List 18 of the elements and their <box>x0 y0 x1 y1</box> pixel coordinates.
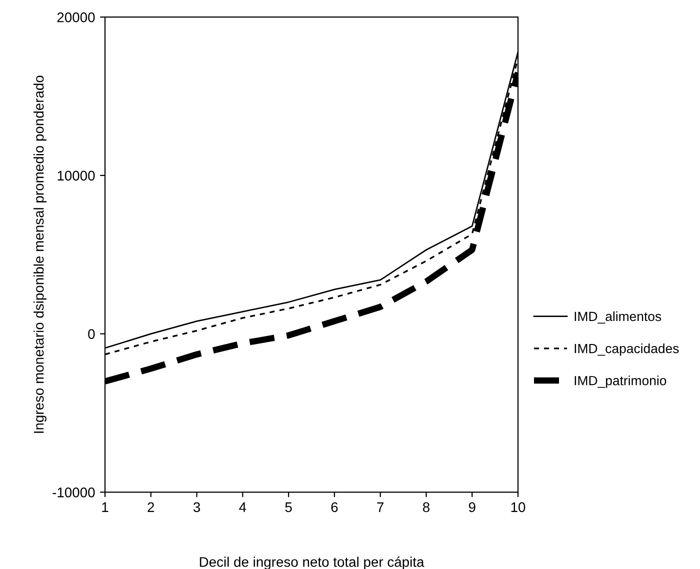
x-tick-label: 6 <box>331 502 338 512</box>
legend-label: IMD_alimentos <box>574 311 662 324</box>
y-tick-label: -10000 <box>52 488 95 498</box>
y-tick-label: 20000 <box>57 12 95 22</box>
x-tick-label: 3 <box>193 502 200 512</box>
legend-label: IMD_patrimonio <box>574 376 666 388</box>
x-tick-label: 7 <box>377 502 384 512</box>
y-tick-label: 10000 <box>58 170 95 181</box>
x-tick-label: 8 <box>422 502 430 512</box>
x-tick-label: 5 <box>285 502 292 512</box>
x-tick-label: 10 <box>511 502 526 512</box>
y-tick-label: 0 <box>88 329 95 339</box>
x-tick-label: 2 <box>148 502 154 512</box>
x-tick-label: 4 <box>239 502 246 512</box>
x-tick-label: 9 <box>468 502 476 512</box>
y-axis-title: Ingreso monetario dsiponible mensal promedio ponderado <box>34 76 46 433</box>
x-tick-label: 1 <box>102 502 108 512</box>
legend-label: IMD_capacidades <box>574 344 679 356</box>
